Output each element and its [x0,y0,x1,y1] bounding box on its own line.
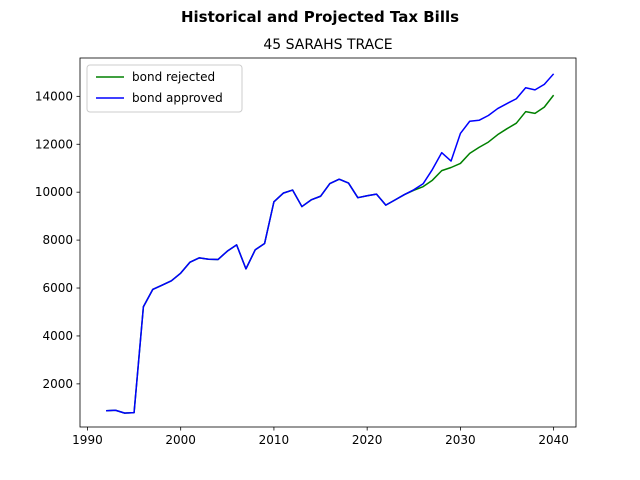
y-tick-label: 14000 [35,89,73,103]
y-tick-label: 10000 [35,185,73,199]
legend-label-bond-approved: bond approved [132,91,223,105]
y-tick-label: 12000 [35,137,73,151]
y-tick-label: 2000 [42,377,73,391]
series-line-bond-rejected [106,94,555,414]
legend: bond rejected bond approved [86,64,243,113]
legend-box [86,64,243,113]
y-tick-label: 4000 [42,329,73,343]
plot-area [106,73,555,414]
axes: 1990 2000 2010 2020 2030 2040 2000 4000 6000 8000… [35,57,577,447]
series-line-bond-approved [106,73,555,414]
x-tick-label: 2040 [538,433,569,447]
x-tick-label: 2000 [165,433,196,447]
x-tick-label: 1990 [72,433,103,447]
axes-frame [79,57,577,428]
chart-title: 45 SARAHS TRACE [263,37,392,53]
x-tick-label: 2010 [259,433,290,447]
x-tick-label: 2030 [445,433,476,447]
chart-suptitle: Historical and Projected Tax Bills [181,8,459,26]
legend-label-bond-rejected: bond rejected [132,70,215,84]
y-tick-label: 8000 [42,233,73,247]
y-tick-label: 6000 [42,281,73,295]
x-tick-label: 2020 [352,433,383,447]
